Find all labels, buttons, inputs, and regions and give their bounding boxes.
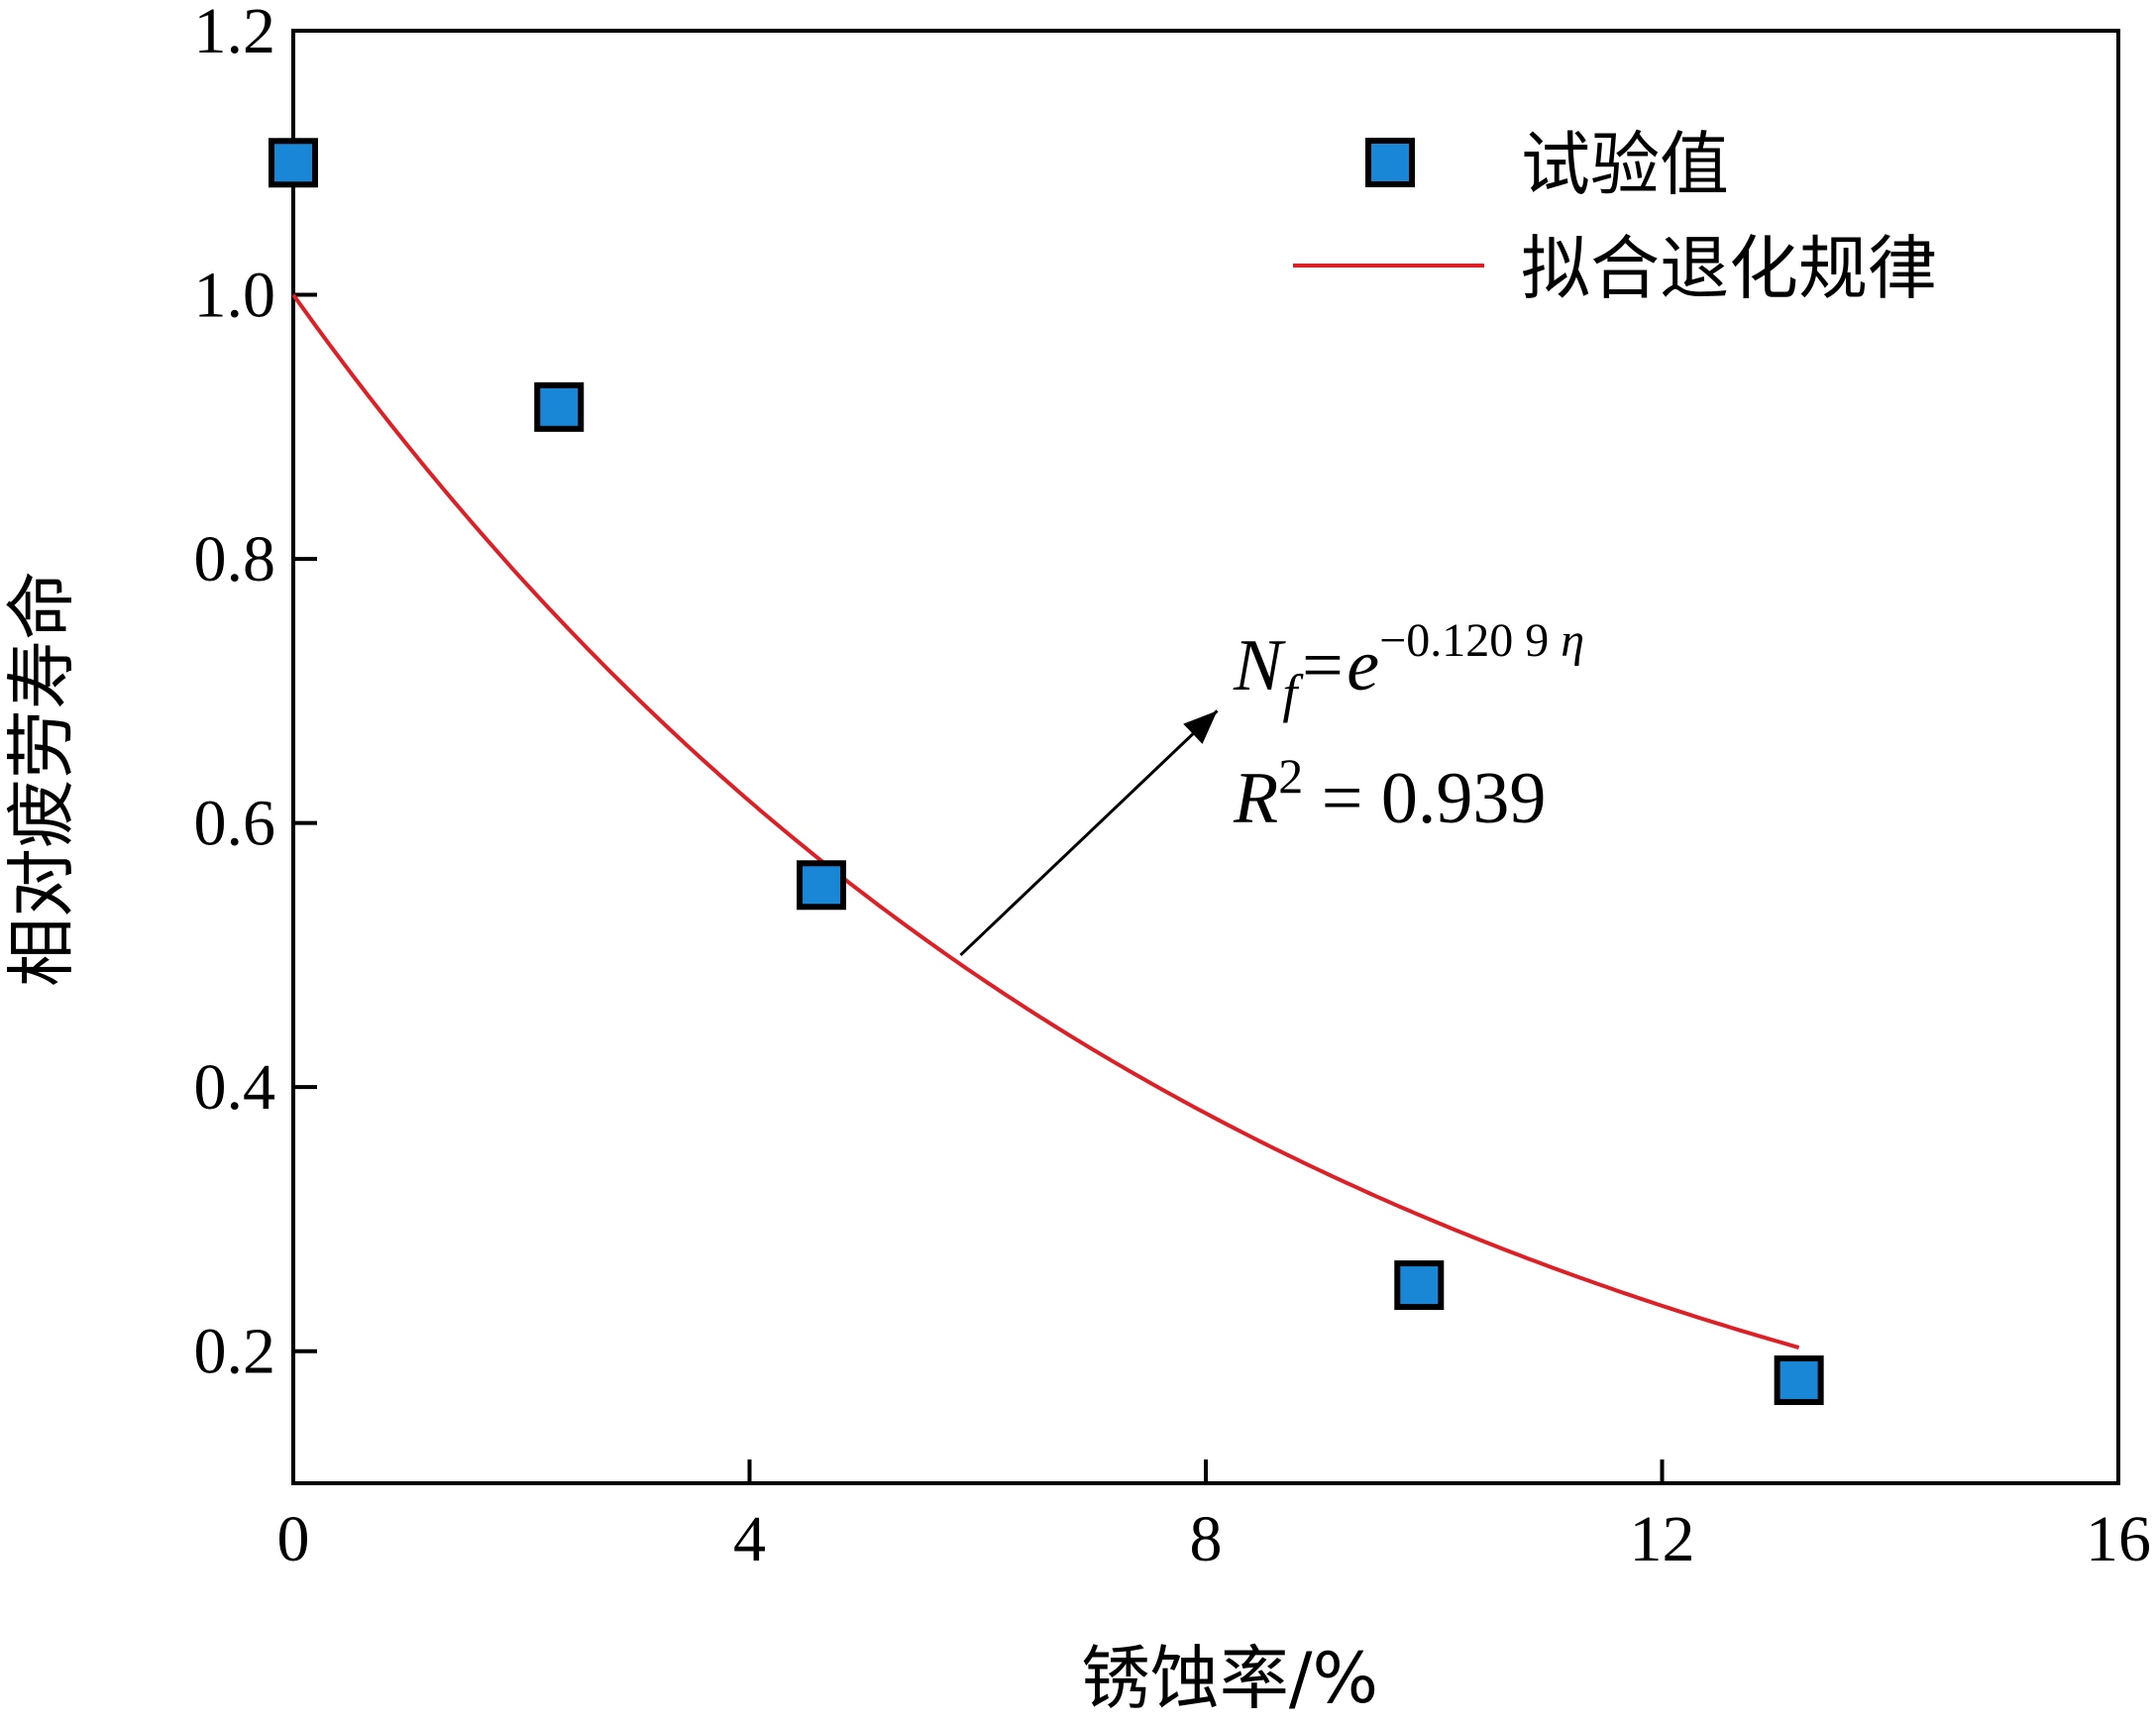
data-point: [534, 381, 585, 432]
x-tick-label: 0: [277, 1503, 310, 1575]
x-tick-label: 16: [2086, 1503, 2151, 1575]
equation-lhs: N: [1233, 625, 1286, 706]
equation-exponent: −0.120 9: [1379, 614, 1549, 667]
data-point: [269, 138, 318, 188]
equation-exponent-variable: η: [1561, 614, 1584, 667]
r-squared: R2 = 0.939: [1233, 748, 1546, 839]
x-axis-title: 锈蚀率/%: [1081, 1638, 1378, 1719]
r-squared-label: R: [1233, 758, 1278, 839]
x-axis-ticks: 0 4 8 12 16: [277, 1459, 2151, 1575]
legend-label-scatter: 试验值: [1521, 124, 1729, 205]
legend-label-line: 拟合退化规律: [1521, 228, 1937, 309]
annotation-arrow-line: [959, 709, 1219, 956]
y-tick-label: 0.6: [194, 788, 276, 860]
data-point: [797, 860, 847, 911]
data-point: [1774, 1355, 1824, 1406]
y-tick-label: 0.2: [194, 1316, 276, 1388]
equation-rhs-base: =e: [1297, 625, 1379, 706]
annotation-layer: Nf=e−0.120 9 η R2 = 0.939: [959, 614, 1584, 956]
annotation-arrow-head: [1183, 710, 1218, 744]
y-tick-label: 1.2: [194, 0, 276, 67]
data-points-layer: [269, 138, 1824, 1406]
y-axis-title: 相对疲劳寿命: [1, 571, 82, 987]
r-squared-value: = 0.939: [1303, 758, 1546, 839]
fit-curve-layer: [291, 293, 1800, 1350]
r-squared-superscript: 2: [1278, 748, 1303, 804]
x-tick-label: 8: [1190, 1503, 1223, 1575]
y-tick-label: 1.0: [194, 260, 276, 332]
y-axis-ticks: 0.2 0.4 0.6 0.8 1.0 1.2: [194, 0, 317, 1388]
y-tick-label: 0.8: [194, 523, 276, 595]
x-tick-label: 12: [1630, 1503, 1695, 1575]
x-tick-label: 4: [733, 1503, 766, 1575]
fit-curve-line: [291, 293, 1800, 1350]
data-point: [1394, 1260, 1445, 1311]
y-tick-label: 0.4: [194, 1051, 276, 1124]
legend-marker-scatter: [1365, 138, 1415, 187]
